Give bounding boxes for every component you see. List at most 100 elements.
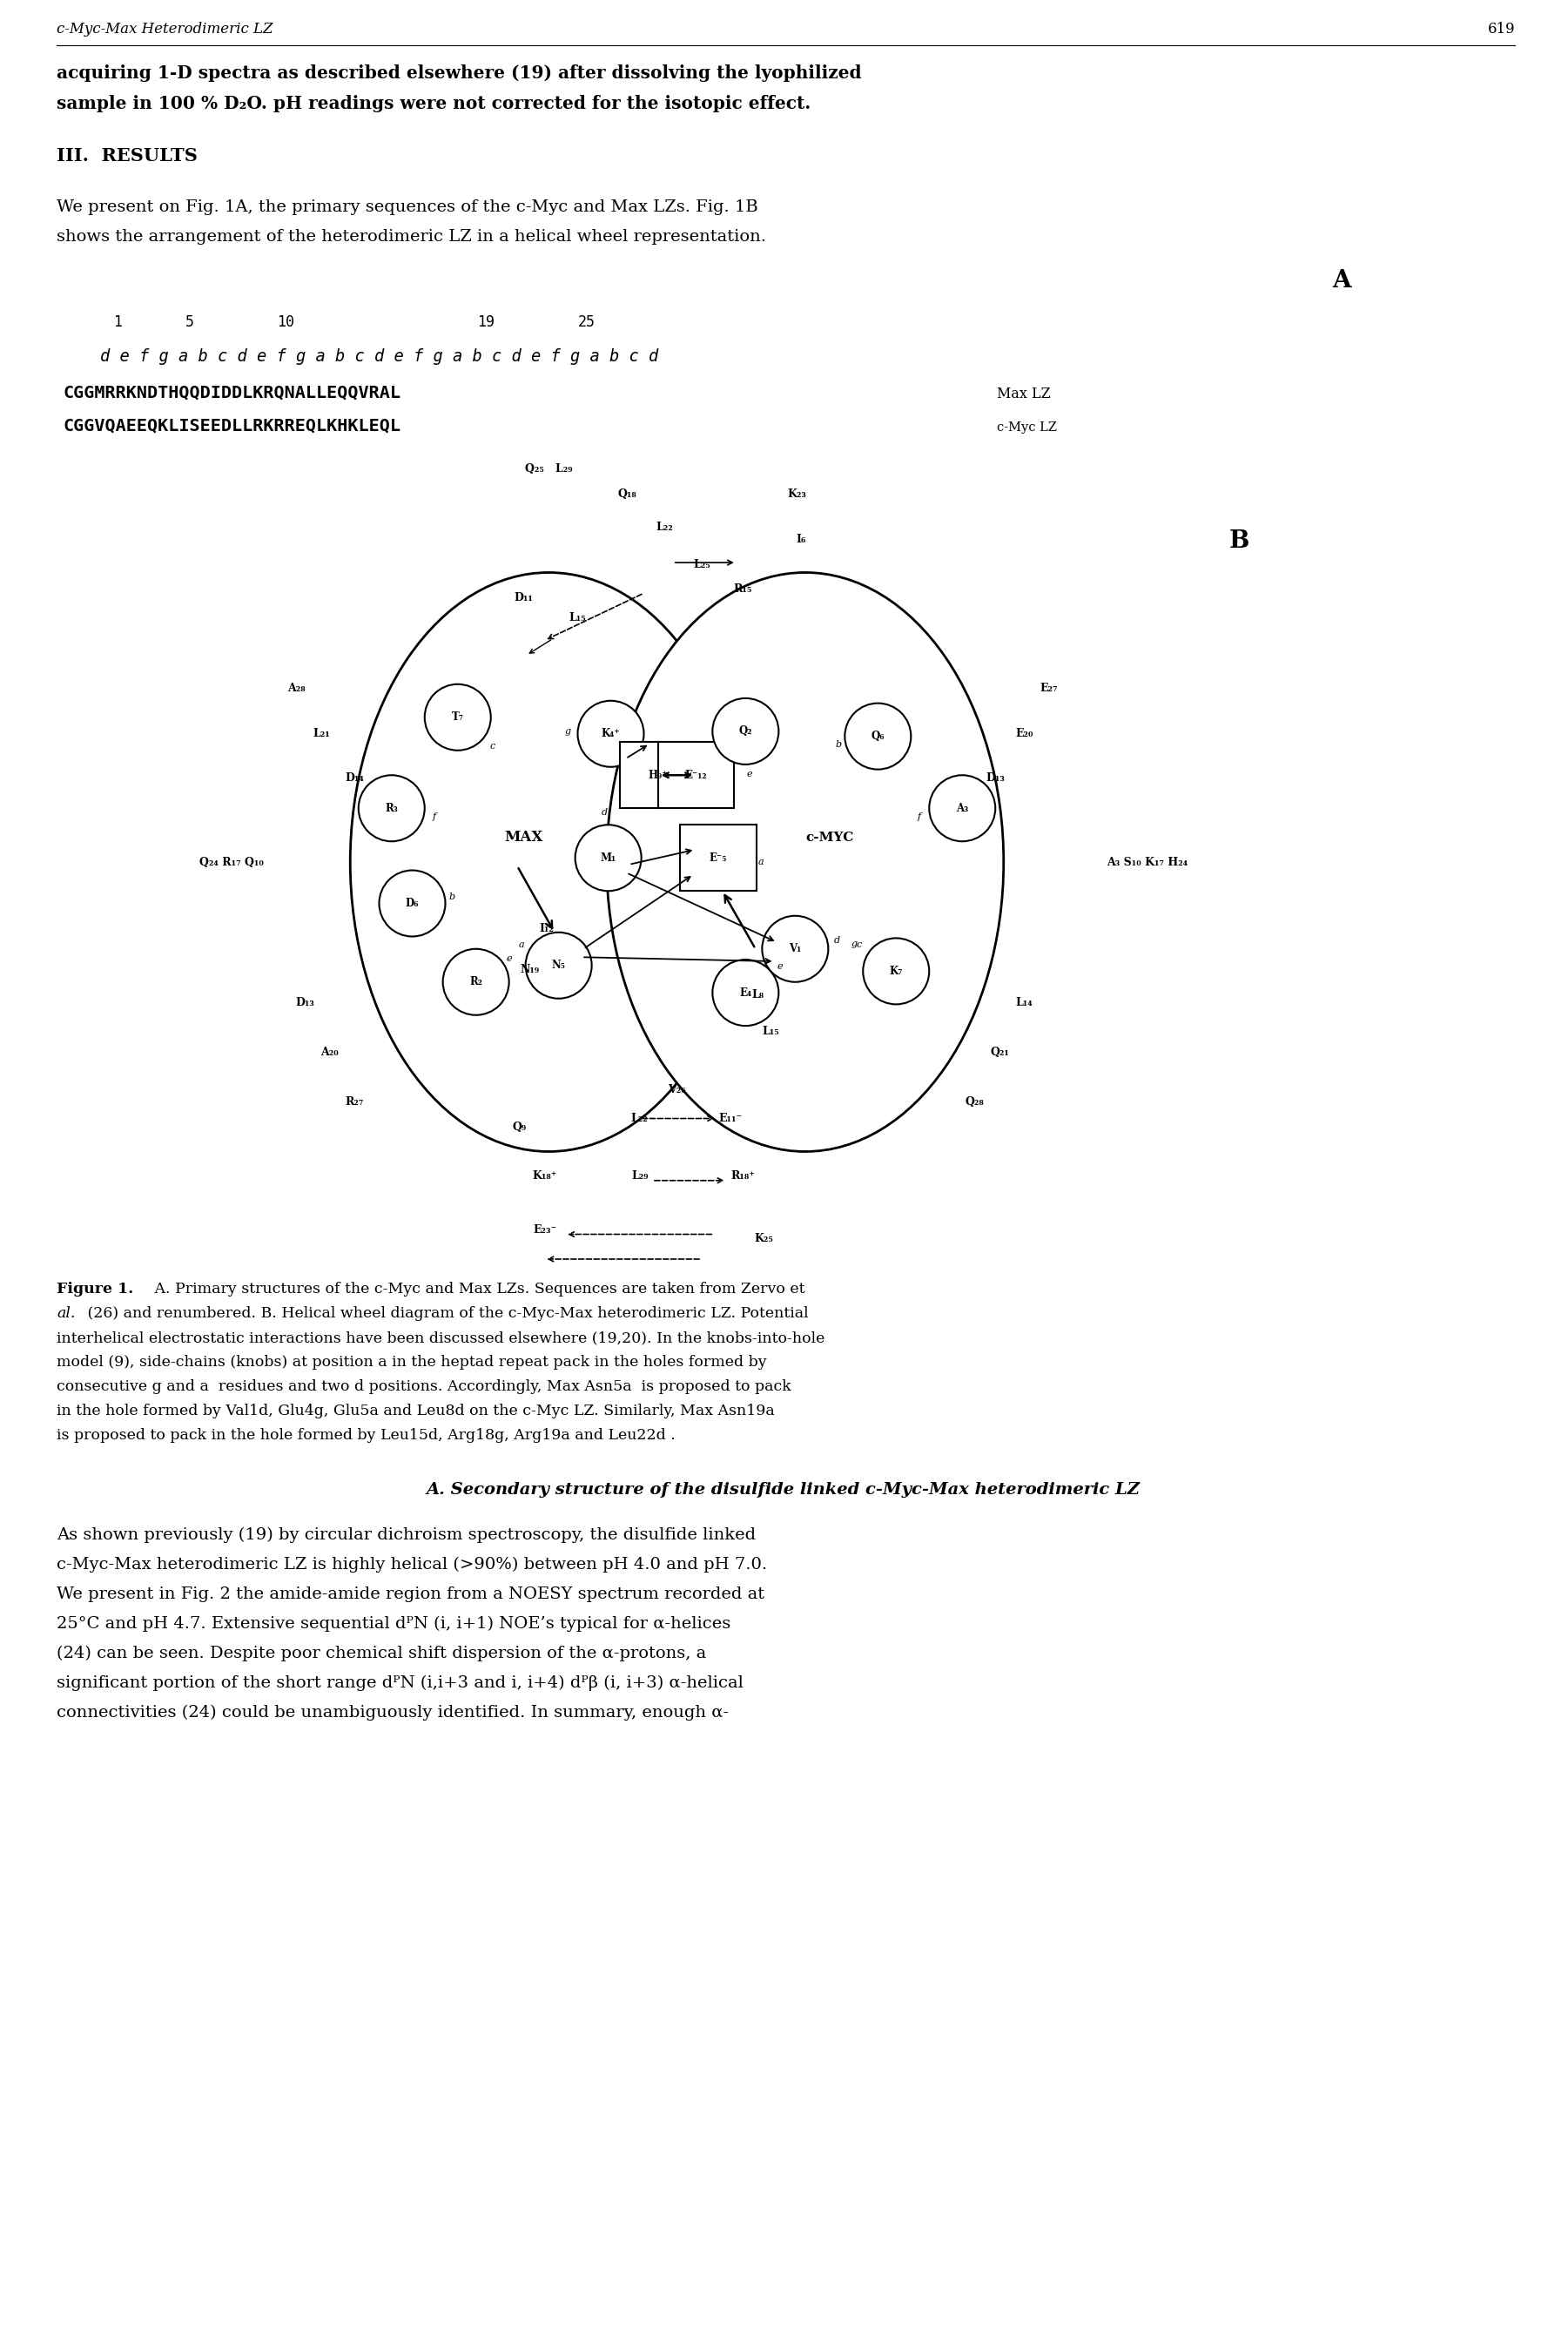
Text: f: f	[917, 811, 920, 820]
Text: T₇: T₇	[452, 712, 464, 724]
Text: a: a	[519, 940, 524, 950]
Text: g: g	[851, 938, 858, 947]
Text: (26) and renumbered. B. Helical wheel diagram of the c-Myc-Max heterodimeric LZ.: (26) and renumbered. B. Helical wheel di…	[83, 1307, 809, 1321]
Text: c-Myc LZ: c-Myc LZ	[997, 421, 1057, 433]
Text: consecutive g and a  residues and two d positions. Accordingly, Max Asn5a  is pr: consecutive g and a residues and two d p…	[56, 1380, 792, 1394]
Text: D₁₄: D₁₄	[345, 771, 364, 783]
Text: I₁₂: I₁₂	[539, 922, 554, 933]
Text: c-Myc-Max Heterodimeric LZ: c-Myc-Max Heterodimeric LZ	[56, 21, 273, 38]
Text: d: d	[834, 936, 839, 945]
Text: E₂₀: E₂₀	[1016, 729, 1033, 741]
Text: K₇: K₇	[889, 966, 903, 978]
Text: shows the arrangement of the heterodimeric LZ in a helical wheel representation.: shows the arrangement of the heterodimer…	[56, 228, 767, 245]
Text: R₁₈⁺: R₁₈⁺	[731, 1171, 756, 1183]
Circle shape	[862, 938, 930, 1004]
Text: E⁻₅: E⁻₅	[709, 853, 728, 863]
Text: b: b	[836, 741, 842, 750]
Text: R₂₇: R₂₇	[345, 1096, 364, 1107]
Text: We present in Fig. 2 the amide-amide region from a NOESY spectrum recorded at: We present in Fig. 2 the amide-amide reg…	[56, 1587, 765, 1601]
Text: L₁₅: L₁₅	[762, 1025, 779, 1037]
Text: E⁻₁₂: E⁻₁₂	[685, 769, 707, 781]
Text: Q₉: Q₉	[513, 1121, 527, 1133]
Text: e: e	[746, 771, 753, 778]
Text: Q₂: Q₂	[739, 726, 753, 736]
Text: L₂₂: L₂₂	[630, 1112, 648, 1124]
Text: CGGMRRKNDTHQQDIDDLKRQNALLEQQVRAL: CGGMRRKNDTHQQDIDDLKRQNALLEQQVRAL	[63, 386, 400, 402]
Text: A₂₀: A₂₀	[320, 1046, 339, 1058]
Text: interhelical electrostatic interactions have been discussed elsewhere (19,20). I: interhelical electrostatic interactions …	[56, 1331, 825, 1345]
Text: acquiring 1-D spectra as described elsewhere (19) after dissolving the lyophiliz: acquiring 1-D spectra as described elsew…	[56, 63, 861, 82]
Text: V₁: V₁	[789, 943, 801, 955]
Text: I₆: I₆	[797, 534, 806, 545]
Circle shape	[575, 825, 641, 891]
Text: Q₂₅   L₂₉: Q₂₅ L₂₉	[525, 463, 572, 475]
Text: (24) can be seen. Despite poor chemical shift dispersion of the α-protons, a: (24) can be seen. Despite poor chemical …	[56, 1646, 706, 1662]
Text: A. Primary structures of the c-Myc and Max LZs. Sequences are taken from Zervo e: A. Primary structures of the c-Myc and M…	[151, 1281, 804, 1295]
Text: III.  RESULTS: III. RESULTS	[56, 148, 198, 165]
Text: e: e	[778, 962, 782, 971]
Circle shape	[930, 776, 996, 842]
Text: B: B	[1229, 529, 1250, 552]
Text: D₆: D₆	[406, 898, 419, 910]
Bar	[619, 743, 696, 809]
Text: As shown previously (19) by circular dichroism spectroscopy, the disulfide linke: As shown previously (19) by circular dic…	[56, 1528, 756, 1542]
Text: Q₆: Q₆	[872, 731, 884, 743]
Text: L₈: L₈	[751, 990, 764, 999]
Text: Q₁₈: Q₁₈	[618, 489, 637, 501]
Text: L₂₉: L₂₉	[632, 1171, 648, 1183]
Text: R₁₅: R₁₅	[734, 583, 753, 595]
Text: model (9), side-chains (knobs) at position a in the heptad repeat pack in the ho: model (9), side-chains (knobs) at positi…	[56, 1354, 767, 1371]
Text: c-Myc-Max heterodimeric LZ is highly helical (>90%) between pH 4.0 and pH 7.0.: c-Myc-Max heterodimeric LZ is highly hel…	[56, 1556, 767, 1573]
Text: c: c	[489, 743, 495, 750]
Text: Figure 1.: Figure 1.	[56, 1281, 133, 1295]
Text: 619: 619	[1488, 21, 1515, 38]
Circle shape	[712, 959, 779, 1025]
Text: N₅: N₅	[552, 959, 566, 971]
Text: 25°C and pH 4.7. Extensive sequential dᴾN (i, i+1) NOE’s typical for α-helices: 25°C and pH 4.7. Extensive sequential dᴾ…	[56, 1615, 731, 1632]
Circle shape	[379, 870, 445, 936]
Circle shape	[577, 701, 644, 766]
Text: connectivities (24) could be unambiguously identified. In summary, enough α-: connectivities (24) could be unambiguous…	[56, 1704, 729, 1721]
Text: d e f g a b c d e f g a b c d e f g a b c d e f g a b c d: d e f g a b c d e f g a b c d e f g a b …	[100, 348, 659, 364]
Text: CGGVQAEEQKLISEEDLLRKRREQLKHKLEQL: CGGVQAEEQKLISEEDLLRKRREQLKHKLEQL	[63, 418, 400, 435]
Text: A₃ S₁₀ K₁₇ H₂₄: A₃ S₁₀ K₁₇ H₂₄	[1107, 856, 1189, 868]
Text: al.: al.	[56, 1307, 75, 1321]
Text: L₁₄: L₁₄	[1016, 997, 1033, 1009]
Text: 25: 25	[579, 315, 596, 329]
Text: c-MYC: c-MYC	[806, 832, 855, 844]
Text: Q₂₈: Q₂₈	[966, 1096, 985, 1107]
Text: significant portion of the short range dᴾN (i,i+3 and i, i+4) dᴾβ (i, i+3) α-hel: significant portion of the short range d…	[56, 1674, 743, 1690]
Ellipse shape	[350, 574, 748, 1152]
Text: E₁₁⁻: E₁₁⁻	[718, 1112, 743, 1124]
Text: A₂₈: A₂₈	[287, 682, 306, 694]
Text: D₁₁: D₁₁	[514, 592, 533, 602]
Text: 10: 10	[278, 315, 295, 329]
Text: K₂₅: K₂₅	[754, 1232, 773, 1244]
Text: R₃: R₃	[386, 802, 398, 813]
Bar	[681, 825, 756, 891]
Text: A. Secondary structure of the disulfide linked c-Myc-Max heterodimeric LZ: A. Secondary structure of the disulfide …	[426, 1481, 1140, 1498]
Ellipse shape	[607, 574, 1004, 1152]
Text: A₃: A₃	[956, 802, 969, 813]
Text: g: g	[564, 726, 571, 736]
Text: is proposed to pack in the hole formed by Leu15d, Arg18g, Arg19a and Leu22d .: is proposed to pack in the hole formed b…	[56, 1427, 676, 1444]
Text: Max LZ: Max LZ	[997, 386, 1051, 402]
Text: d: d	[601, 809, 607, 816]
Circle shape	[712, 698, 779, 764]
Text: D₁₃: D₁₃	[295, 997, 314, 1009]
Text: E₂₃⁻: E₂₃⁻	[533, 1225, 557, 1237]
Circle shape	[525, 933, 591, 999]
Text: K₂₃: K₂₃	[787, 489, 806, 501]
Text: K₄⁺: K₄⁺	[602, 729, 619, 741]
Circle shape	[442, 950, 510, 1016]
Text: N₁₉: N₁₉	[521, 964, 539, 976]
Text: E₂₇: E₂₇	[1040, 682, 1058, 694]
Text: e: e	[506, 955, 511, 964]
Text: V₂₆: V₂₆	[668, 1084, 685, 1096]
Text: MAX: MAX	[505, 830, 543, 844]
Text: a: a	[759, 858, 764, 868]
Text: c: c	[856, 940, 861, 950]
Text: A: A	[1333, 268, 1352, 292]
Text: 5: 5	[185, 315, 194, 329]
Text: 1: 1	[113, 315, 122, 329]
